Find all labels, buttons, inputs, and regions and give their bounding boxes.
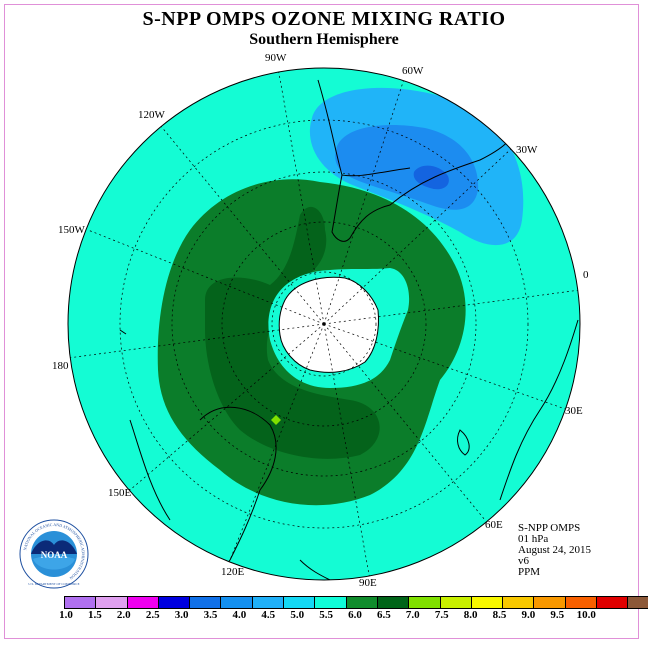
globe-outline	[67, 67, 581, 581]
lon-label-30w: 30W	[516, 144, 538, 156]
legend-tick-label: 8.0	[463, 609, 478, 621]
legend-swatch	[534, 597, 566, 608]
legend-swatch	[409, 597, 441, 608]
lon-label-60e: 60E	[485, 519, 503, 531]
legend-swatch	[127, 597, 159, 608]
map-subtitle: Southern Hemisphere	[249, 31, 399, 48]
legend-tick-label: 9.5	[550, 609, 565, 621]
legend-tick-label: 4.5	[261, 609, 276, 621]
legend-swatch	[377, 597, 410, 608]
legend-tick-label: 2.0	[116, 609, 131, 621]
legend-swatch	[65, 597, 97, 608]
lon-label-150e: 150E	[108, 487, 132, 499]
noaa-logo-ring-text-bottom: U.S. DEPARTMENT OF COMMERCE	[28, 582, 79, 586]
legend-tick-label: 9.0	[521, 609, 536, 621]
legend-swatch	[628, 597, 648, 608]
info-units: PPM	[518, 566, 541, 578]
legend-tick-label: 3.0	[174, 609, 189, 621]
legend-swatch	[346, 597, 378, 608]
legend-tick-label: 5.0	[290, 609, 305, 621]
legend-tick-label: 10.0	[576, 609, 596, 621]
legend-swatch	[284, 597, 316, 608]
lon-label-60w: 60W	[402, 65, 424, 77]
ozone-blue-mid-region	[335, 124, 479, 210]
map-title: S-NPP OMPS OZONE MIXING RATIO	[142, 8, 506, 30]
legend-tick-label: 7.0	[405, 609, 420, 621]
legend-swatch	[565, 597, 598, 608]
legend-tick-label: 2.5	[145, 609, 160, 621]
noaa-logo-text: NOAA	[41, 550, 68, 560]
legend-swatch	[315, 597, 347, 608]
lon-label-0: 0	[583, 269, 589, 281]
legend-tick-label: 6.5	[377, 609, 391, 621]
legend-tick-label: 4.0	[232, 609, 247, 621]
legend-swatch	[471, 597, 504, 608]
legend-tick-label: 1.0	[59, 609, 73, 621]
noaa-logo: NOAA NATIONAL OCEANIC AND ATMOSPHERIC AD…	[19, 519, 89, 589]
info-panel: S-NPP OMPS 01 hPa August 24, 2015 v6 PPM	[518, 523, 591, 578]
info-date: August 24, 2015	[518, 544, 592, 556]
legend-swatch	[221, 597, 253, 608]
ozone-high-spot	[271, 415, 281, 425]
color-legend-bar	[64, 596, 648, 609]
legend-tick-label: 1.5	[88, 609, 102, 621]
figure-frame	[4, 4, 639, 639]
legend-swatch	[96, 597, 128, 608]
lon-label-30e: 30E	[565, 405, 583, 417]
lon-label-120e: 120E	[221, 566, 245, 578]
legend-tick-label: 6.0	[348, 609, 362, 621]
legend-swatch	[597, 597, 629, 608]
legend-swatch	[190, 597, 222, 608]
lon-label-180: 180	[52, 360, 69, 372]
legend-tick-label: 8.5	[492, 609, 507, 621]
lon-label-120w: 120W	[138, 109, 166, 121]
antarctica	[278, 276, 379, 373]
legend-tick-label: 3.5	[203, 609, 218, 621]
legend-swatch	[503, 597, 535, 608]
info-version: v6	[518, 555, 529, 567]
legend-swatch	[440, 597, 472, 608]
color-legend-ticks: 1.0 1.5 2.0 2.5 3.0 3.5 4.0 4.5 5.0 5.5 6.0 6.5 7.0 7…	[51, 609, 611, 623]
coastlines	[119, 79, 579, 580]
lon-label-90w: 90W	[265, 52, 287, 64]
lon-label-150w: 150W	[58, 224, 86, 236]
legend-swatch	[158, 597, 191, 608]
info-level: 01 hPa	[518, 533, 549, 545]
ozone-dark-green-band	[205, 206, 380, 459]
graticule	[68, 68, 580, 580]
legend-tick-label: 7.5	[434, 609, 449, 621]
info-instrument: S-NPP OMPS	[518, 522, 581, 534]
lon-label-90e: 90E	[359, 577, 377, 589]
legend-tick-label: 5.5	[319, 609, 333, 621]
legend-swatch	[252, 597, 285, 608]
